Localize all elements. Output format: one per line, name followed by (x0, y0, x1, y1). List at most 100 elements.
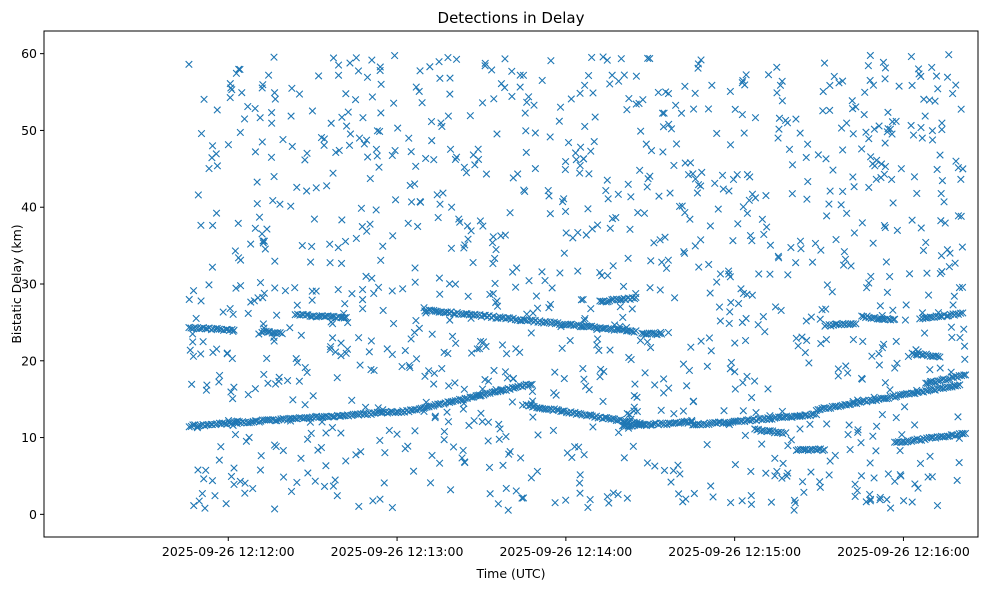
data-point (817, 246, 825, 254)
data-point (271, 284, 279, 292)
data-point (212, 209, 221, 217)
data-point (329, 482, 338, 490)
data-point (546, 133, 554, 141)
data-point (522, 127, 530, 135)
data-point (251, 224, 260, 233)
data-point (889, 199, 897, 207)
data-point (244, 309, 252, 318)
data-point (646, 343, 655, 352)
data-point (401, 346, 409, 355)
data-point (628, 422, 636, 430)
data-point (433, 191, 441, 199)
data-point (393, 430, 401, 438)
data-point (471, 161, 479, 169)
data-point (502, 484, 510, 493)
data-point (961, 429, 970, 438)
data-point (264, 71, 273, 79)
data-point (288, 142, 296, 151)
data-point (632, 72, 641, 80)
data-point (379, 306, 387, 315)
data-point (934, 352, 942, 361)
data-point (875, 349, 883, 358)
data-point (341, 237, 350, 246)
data-point (430, 369, 439, 377)
data-point (928, 63, 936, 72)
data-point (702, 420, 711, 429)
data-point (825, 471, 833, 479)
data-point (519, 494, 528, 502)
data-point (197, 297, 205, 305)
data-point (776, 81, 785, 90)
data-point (194, 191, 203, 199)
data-point (311, 477, 319, 485)
data-point (410, 180, 419, 188)
data-point (187, 380, 196, 388)
data-point (412, 355, 421, 363)
data-point (446, 74, 454, 82)
data-point (596, 365, 605, 374)
data-point (368, 274, 376, 282)
data-point (595, 346, 603, 355)
data-point (948, 89, 957, 98)
data-point (896, 446, 904, 455)
data-point (571, 149, 580, 157)
data-point (870, 125, 879, 133)
data-point (580, 316, 589, 325)
data-point (328, 334, 337, 342)
data-point (824, 404, 833, 413)
data-point (729, 236, 737, 245)
data-point (619, 282, 628, 291)
data-point (907, 52, 916, 61)
data-point (805, 359, 813, 367)
data-point (823, 281, 832, 289)
data-point (467, 227, 475, 235)
data-point (943, 73, 952, 81)
data-point (713, 129, 721, 138)
data-point (605, 499, 613, 507)
data-point (358, 304, 367, 313)
data-point (530, 101, 538, 109)
data-point (357, 448, 365, 456)
data-point (560, 374, 568, 383)
data-point (881, 64, 890, 72)
data-point (428, 136, 436, 145)
data-point (603, 176, 611, 184)
data-point (620, 454, 629, 462)
data-point (916, 459, 925, 468)
data-point (548, 284, 556, 292)
data-point (826, 187, 834, 195)
data-point (884, 108, 892, 117)
data-point (677, 109, 686, 117)
data-point (799, 445, 807, 453)
data-point (558, 407, 567, 415)
data-point (446, 145, 455, 153)
data-point (228, 86, 236, 94)
x-tick-label: 2025-09-26 12:14:00 (499, 544, 632, 559)
data-point (913, 435, 921, 443)
data-point (461, 458, 469, 467)
data-point (522, 148, 530, 157)
data-point (337, 339, 345, 347)
data-point (662, 264, 671, 272)
data-point (444, 349, 452, 358)
data-point (578, 323, 586, 331)
data-point (244, 102, 252, 111)
data-point (771, 303, 780, 311)
data-point (586, 495, 594, 504)
data-point (953, 381, 962, 390)
data-point (956, 381, 964, 389)
data-point (791, 258, 800, 267)
data-point (766, 427, 775, 435)
data-point (366, 220, 374, 228)
data-point (473, 311, 481, 319)
data-point (421, 154, 430, 163)
data-point (541, 276, 549, 285)
data-point (811, 239, 820, 248)
data-point (655, 329, 663, 338)
data-point (198, 489, 207, 498)
data-point (208, 476, 217, 485)
data-point (764, 71, 773, 79)
data-point (715, 303, 724, 311)
data-point (373, 152, 381, 160)
data-point (739, 378, 747, 387)
